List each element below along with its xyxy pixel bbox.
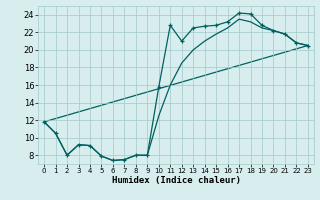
X-axis label: Humidex (Indice chaleur): Humidex (Indice chaleur): [111, 176, 241, 185]
